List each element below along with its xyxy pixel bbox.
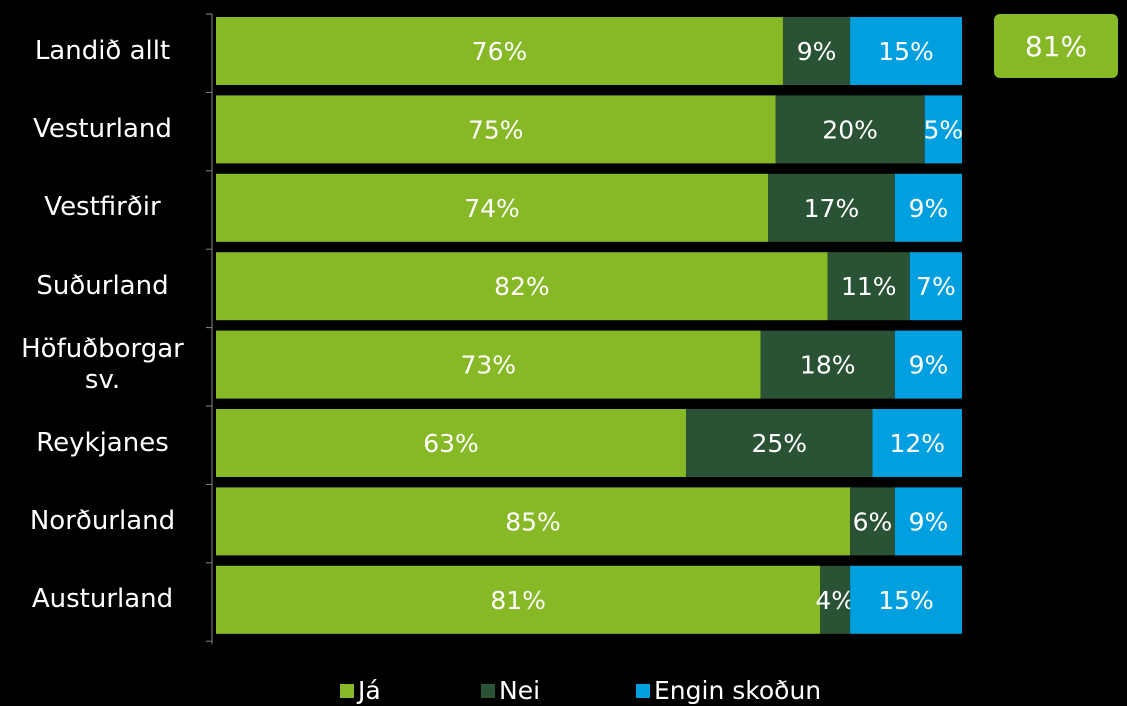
data-label: 9% (909, 507, 949, 536)
data-label: 7% (916, 272, 956, 301)
data-label: 75% (468, 115, 524, 144)
data-label: 12% (889, 429, 945, 458)
category-label: Norðurland (0, 506, 205, 537)
legend-swatch (481, 683, 495, 698)
category-label: Höfuðborgar sv. (0, 334, 205, 396)
data-label: 4% (815, 586, 855, 615)
bar-segment (685, 409, 873, 477)
legend: Já Nei Engin skoðun (0, 676, 1127, 706)
bar-segment (924, 95, 962, 164)
bar-segment (216, 95, 776, 164)
category-label-line: Vestfirðir (44, 192, 161, 223)
bar-segment (820, 565, 851, 634)
category-label: Reykjanes (0, 428, 205, 459)
data-label: 9% (909, 351, 949, 380)
bar-segment (768, 173, 895, 242)
category-label: Vestfirðir (0, 192, 205, 223)
data-label: 85% (505, 507, 561, 536)
category-label: Vesturland (0, 114, 205, 145)
bar-segment (850, 17, 962, 85)
category-label: Suðurland (0, 271, 205, 302)
bar-segment (909, 252, 962, 321)
data-label: 17% (804, 194, 860, 223)
category-label-line: sv. (84, 364, 121, 395)
category-label: Austurland (0, 584, 205, 615)
bar-segment (216, 487, 851, 556)
legend-label: Nei (499, 676, 541, 705)
data-label: 15% (878, 586, 934, 615)
bar-segment (872, 409, 962, 477)
data-label: 82% (494, 272, 550, 301)
data-label: 9% (909, 194, 949, 223)
bar-segment (850, 565, 962, 634)
data-label: 74% (464, 194, 520, 223)
legend-item: Engin skoðun (636, 676, 821, 705)
bar-segment (894, 487, 962, 556)
category-label-line: Reykjanes (36, 427, 169, 458)
data-label: 73% (461, 351, 517, 380)
legend-swatch (340, 683, 354, 698)
category-label-line: Suðurland (36, 270, 169, 301)
data-label: 5% (924, 115, 964, 144)
bar-segment (216, 565, 821, 634)
category-label-line: Landið allt (34, 35, 171, 66)
data-label: 25% (751, 429, 807, 458)
bar-segment (827, 252, 910, 321)
bar-segment (216, 330, 761, 399)
data-label: 15% (878, 37, 934, 66)
data-label: 76% (472, 37, 528, 66)
bar-segment (216, 252, 828, 321)
legend-label: Engin skoðun (654, 676, 822, 705)
category-label: Landið allt (0, 36, 205, 67)
data-label: 6% (853, 507, 893, 536)
bar-segment (894, 173, 962, 242)
bar-segment (216, 17, 783, 85)
data-label: 81% (490, 586, 546, 615)
data-label: 18% (800, 351, 856, 380)
legend-swatch (636, 683, 650, 698)
legend-item: Já (340, 676, 381, 705)
callout-badge: 81% (994, 14, 1118, 78)
category-label-line: Austurland (31, 584, 174, 615)
category-label-line: Norðurland (29, 505, 176, 536)
bar-segment (782, 17, 851, 85)
bar-segment (216, 409, 686, 477)
legend-label: Já (358, 676, 381, 705)
bar-segment (216, 173, 769, 242)
data-label: 9% (797, 37, 837, 66)
bar-segment (775, 95, 925, 164)
bar-segment (850, 487, 895, 556)
data-label: 20% (822, 115, 878, 144)
category-label-line: Vesturland (33, 113, 172, 144)
data-label: 11% (841, 272, 897, 301)
bar-segment (760, 330, 895, 399)
bar-segment (894, 330, 962, 399)
legend-item: Nei (481, 676, 540, 705)
data-label: 63% (423, 429, 479, 458)
category-label-line: Höfuðborgar (21, 333, 184, 364)
